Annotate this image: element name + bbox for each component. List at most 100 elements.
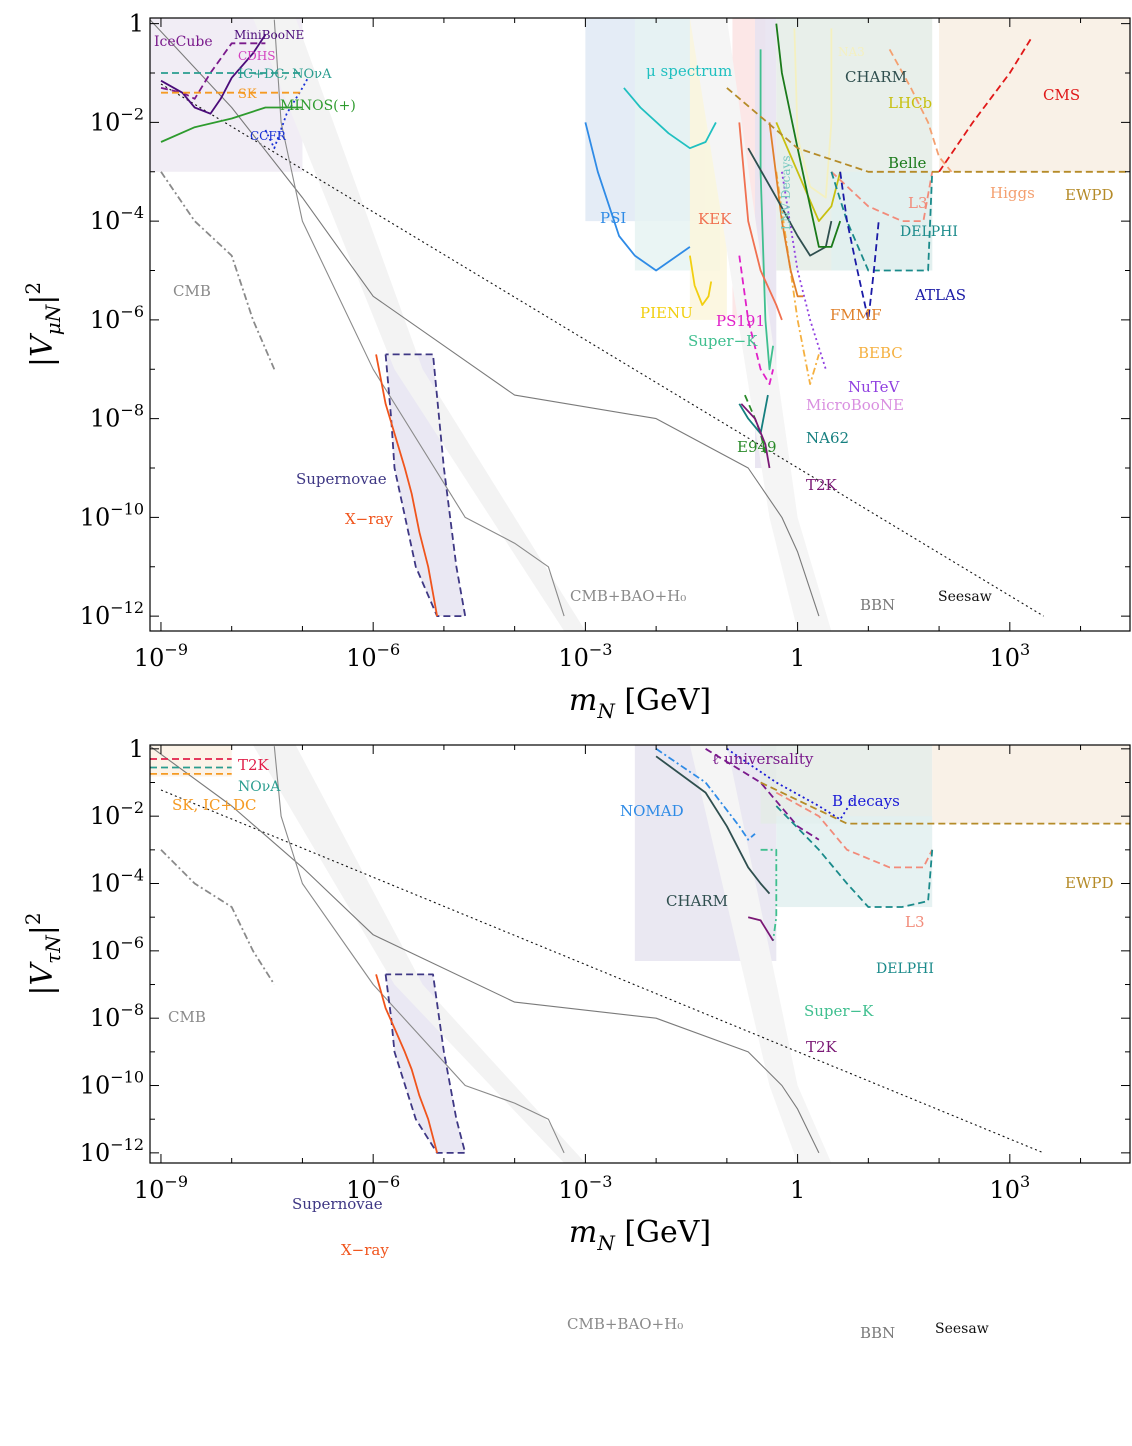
curve-label: Supernovae: [296, 470, 387, 488]
curve-label: X−ray: [341, 1241, 389, 1259]
y-tick-label: 10−8: [90, 1000, 144, 1032]
series-line-nomad: [655, 748, 756, 841]
y-tick-label: 10−10: [80, 499, 144, 531]
series-line-ccfr: [264, 77, 309, 150]
series-line-supernovae: [384, 973, 467, 1154]
series-line-ewpd: [726, 87, 1130, 173]
series-line-bbn: [150, 745, 820, 1154]
series-line-cms: [938, 38, 1032, 173]
curve-label: IC+DC, NOνA: [238, 67, 332, 82]
series-line-t2k: [747, 916, 774, 942]
x-tick-label: 10−3: [558, 1172, 612, 1204]
curve-label: PS191: [716, 312, 765, 330]
y-tick-label: 10−6: [90, 933, 144, 965]
series-line-charm: [747, 147, 833, 257]
series-line-miniboone: [160, 34, 267, 115]
series-line--spectrum: [623, 87, 717, 150]
curve-label: NuTeV: [848, 378, 901, 396]
series-line-minos-: [160, 106, 303, 143]
curve-label: SK: [238, 87, 257, 102]
curve-label: BBN: [860, 1324, 895, 1342]
shaded-regions: [150, 745, 1130, 1163]
curve-label: DELPHI: [876, 961, 934, 977]
curve-label: CDHS: [238, 49, 276, 63]
y-tick-label: 10−8: [90, 401, 144, 433]
y-axis-label: |VμN|2: [21, 282, 65, 367]
y-tick-label: 10−2: [90, 798, 144, 830]
y-tick-label: 1: [129, 735, 144, 763]
plot-frame: [149, 17, 1131, 632]
series-line-lhcb: [775, 122, 842, 222]
series-line-psi: [584, 122, 691, 272]
curve-label: CHARM: [845, 68, 907, 86]
curve-label: CMB: [168, 1008, 206, 1026]
curve-label: Super−K: [804, 1002, 874, 1020]
curve-label: MicroBooNE: [806, 396, 904, 414]
curve-label: BEBC: [858, 344, 903, 362]
curve-label: L3: [908, 194, 928, 212]
series-line-l3: [830, 171, 934, 222]
series-line-bbn: [150, 19, 820, 617]
curve-label: EWPD: [1065, 186, 1114, 204]
series-line-x-ray: [375, 974, 438, 1154]
curve-label: LHCb: [888, 94, 932, 112]
curve-label: L3: [905, 913, 925, 931]
series-line-cmb: [160, 849, 276, 985]
x-tick-label: 10−3: [558, 640, 612, 672]
x-tick-label: 10−9: [134, 1172, 188, 1204]
curve-label: MINOS(+): [280, 98, 356, 114]
series-line-delphi: [830, 171, 934, 272]
curve-label: SK, IC+DC: [172, 796, 257, 814]
series-line-seesaw: [160, 789, 1044, 1154]
series-line-super-k: [759, 49, 774, 371]
curve-label: NA62: [806, 429, 849, 447]
y-tick-label: 10−6: [90, 302, 144, 334]
curve-label: T2K: [806, 476, 838, 494]
curve-label: KEK: [698, 210, 732, 228]
curve-label: CHARM: [666, 892, 728, 910]
x-tick-label: 1: [790, 1176, 805, 1204]
plot-frame: [149, 744, 1131, 1164]
y-tick-label: 1: [129, 10, 144, 38]
series-line-kek: [738, 122, 783, 321]
panel-1: 10−9 10−6 10−3 1 103 1 10−2 10−4 10−6 10−8 10−10 10…: [21, 10, 1131, 723]
y-tick-label: 10−12: [80, 1135, 144, 1167]
y-tick-label: 10−4: [90, 866, 144, 898]
series-line-belle: [775, 23, 842, 248]
curve-label: CCFR: [250, 129, 287, 143]
axis-ticks: [150, 18, 1130, 631]
curve-label: T2K: [806, 1038, 838, 1056]
series-line-atlas: [839, 171, 880, 321]
x-axis-label: mN [GeV]: [569, 683, 711, 723]
panel-2: 10−9 10−6 10−3 1 103 1 10−2 10−4 10−6 10−8 10−10 10…: [21, 735, 1131, 1342]
curve-label: B decays: [832, 792, 900, 810]
curve-label: ℓ universality: [712, 750, 814, 768]
curve-label: E949: [737, 438, 777, 456]
series-line-x-ray: [375, 354, 438, 617]
x-tick-label: 103: [989, 1172, 1030, 1204]
curve-label: Seesaw: [938, 589, 992, 605]
x-tick-label: 10−6: [346, 1172, 400, 1204]
y-axis-label: |VτN|2: [21, 912, 65, 995]
series-line-higgs: [888, 48, 953, 173]
series-line-bebc: [775, 171, 820, 385]
y-tick-label: 10−2: [90, 104, 144, 136]
y-tick-label: 10−4: [90, 203, 144, 235]
series-line-b-decays: [726, 748, 854, 821]
curve-label: Belle: [888, 154, 926, 172]
series-line-na3: [793, 28, 833, 199]
curve-label: EWPD: [1065, 874, 1114, 892]
curve-label: μ spectrum: [646, 62, 732, 80]
curve-label: PSI: [600, 209, 626, 227]
curve-label: CMB+BAO+H₀: [567, 1315, 683, 1333]
curve-label: NA3: [838, 45, 865, 59]
series-line-delphi: [775, 805, 934, 908]
y-tick-label: 10−12: [80, 598, 144, 630]
curve-label: X−ray: [345, 510, 393, 528]
curve-label: PIENU: [640, 304, 693, 322]
curve-label: NOMAD: [620, 802, 684, 820]
x-tick-label: 1: [790, 644, 805, 672]
curve-label: NOνA: [238, 779, 281, 795]
series-line-cmb-bao-h-: [273, 746, 565, 1154]
